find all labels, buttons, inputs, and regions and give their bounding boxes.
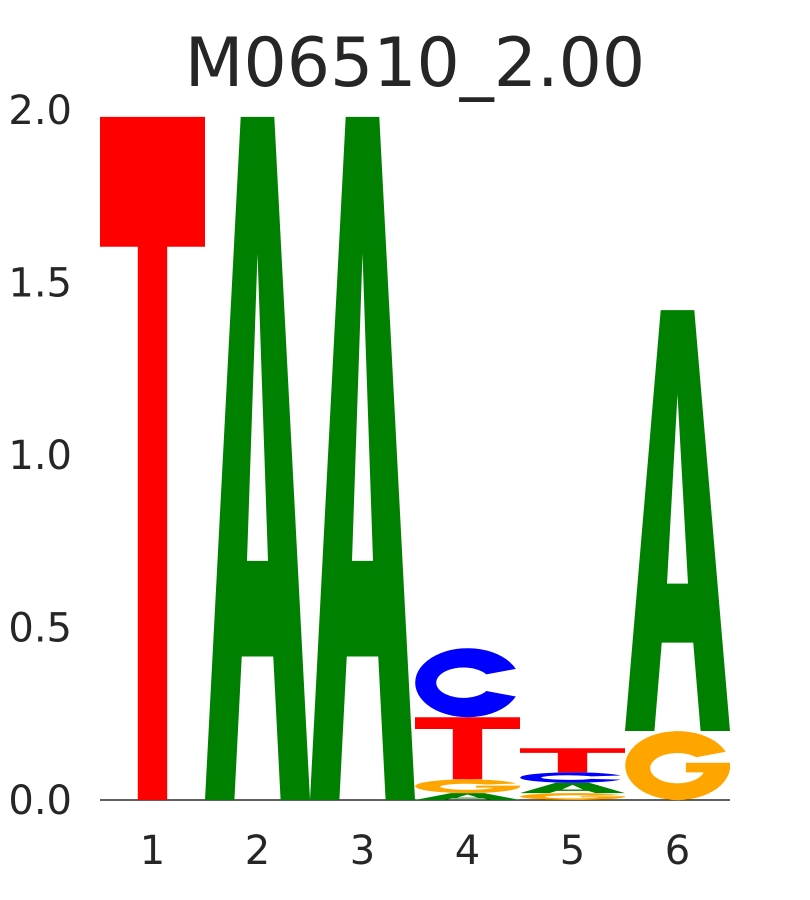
- logo-stacks: [100, 116, 730, 801]
- x-tick-label: 3: [350, 828, 375, 874]
- logo-letter-t: [100, 116, 205, 800]
- x-tick-label: 6: [665, 828, 690, 874]
- logo-letter-a: [415, 793, 520, 800]
- logo-letter-c: [520, 772, 621, 783]
- logo-letter-c: [415, 648, 516, 718]
- x-tick-label: 4: [455, 828, 480, 874]
- logo-letter-g: [520, 793, 625, 801]
- logo-letter-a: [520, 782, 625, 794]
- logo-letter-g: [625, 731, 730, 801]
- logo-letter-a: [205, 116, 310, 800]
- x-tick-label: 2: [245, 828, 270, 874]
- y-tick-label: 1.0: [8, 433, 72, 479]
- y-tick-label: 1.5: [8, 261, 72, 307]
- chart-title: M06510_2.00: [185, 24, 645, 103]
- logo-letter-g: [415, 779, 520, 794]
- x-axis: 1 2 3 4 5 6: [140, 828, 690, 874]
- logo-letter-t: [520, 748, 625, 773]
- y-tick-label: 0.5: [8, 606, 72, 652]
- x-tick-label: 1: [140, 828, 165, 874]
- x-tick-label: 5: [560, 828, 585, 874]
- y-tick-label: 0.0: [8, 778, 72, 824]
- y-tick-label: 2.0: [8, 88, 72, 134]
- logo-letter-a: [625, 310, 730, 731]
- y-axis: 0.0 0.5 1.0 1.5 2.0: [8, 88, 72, 824]
- logo-letter-t: [415, 717, 520, 780]
- logo-letter-a: [310, 116, 415, 800]
